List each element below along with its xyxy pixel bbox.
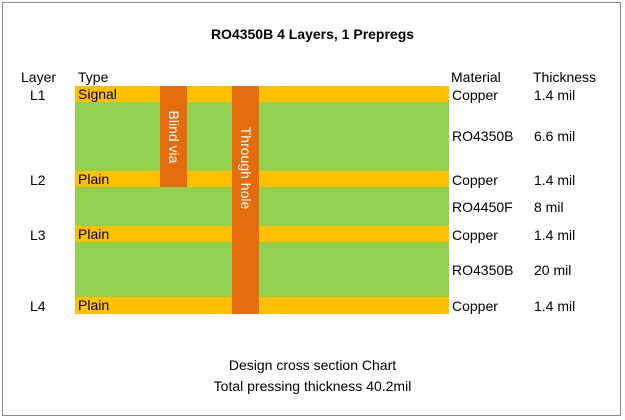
blind-via-label: Blind via <box>165 110 182 163</box>
thickness-l2: 1.4 mil <box>534 172 576 188</box>
prepreg-ro4450f <box>75 187 449 226</box>
material-l2: Copper <box>452 172 498 188</box>
thickness-l4: 1.4 mil <box>534 298 576 314</box>
layer-l3-copper: Plain <box>75 226 449 242</box>
layer-id-l4: L4 <box>30 298 46 314</box>
material-l4: Copper <box>452 298 498 314</box>
thickness-core-upper: 6.6 mil <box>534 128 576 144</box>
chart-frame <box>2 2 621 416</box>
through-hole-label: Through hole <box>237 126 254 210</box>
caption-line-1: Design cross section Chart <box>228 357 397 373</box>
header-type: Type <box>78 69 109 85</box>
thickness-l1: 1.4 mil <box>534 87 576 103</box>
header-layer: Layer <box>21 69 57 85</box>
layer-id-l1: L1 <box>30 87 46 103</box>
material-prepreg: RO4450F <box>452 199 513 215</box>
blind-via: Blind via <box>160 86 187 187</box>
material-l3: Copper <box>452 227 498 243</box>
layer-id-l3: L3 <box>30 227 46 243</box>
core-ro4350b-upper <box>75 102 449 171</box>
layer-type-label: Plain <box>78 171 110 187</box>
layer-type-label: Plain <box>78 297 110 313</box>
thickness-l3: 1.4 mil <box>534 227 576 243</box>
caption-line-2: Total pressing thickness 40.2mil <box>213 378 412 394</box>
header-material: Material <box>451 69 501 85</box>
chart-title: RO4350B 4 Layers, 1 Prepregs <box>210 26 415 42</box>
layer-type-label: Plain <box>78 226 110 242</box>
material-core-lower: RO4350B <box>452 262 514 278</box>
layer-type-label: Signal <box>78 86 117 102</box>
material-core-upper: RO4350B <box>452 128 514 144</box>
layer-l4-copper: Plain <box>75 297 449 314</box>
header-thickness: Thickness <box>533 69 597 85</box>
thickness-prepreg: 8 mil <box>534 199 564 215</box>
thickness-core-lower: 20 mil <box>534 262 572 278</box>
core-ro4350b-lower <box>75 242 449 297</box>
layer-l1-copper: Signal <box>75 86 449 102</box>
material-l1: Copper <box>452 87 498 103</box>
layer-id-l2: L2 <box>30 172 46 188</box>
through-hole: Through hole <box>232 86 259 314</box>
layer-l2-copper: Plain <box>75 171 449 187</box>
